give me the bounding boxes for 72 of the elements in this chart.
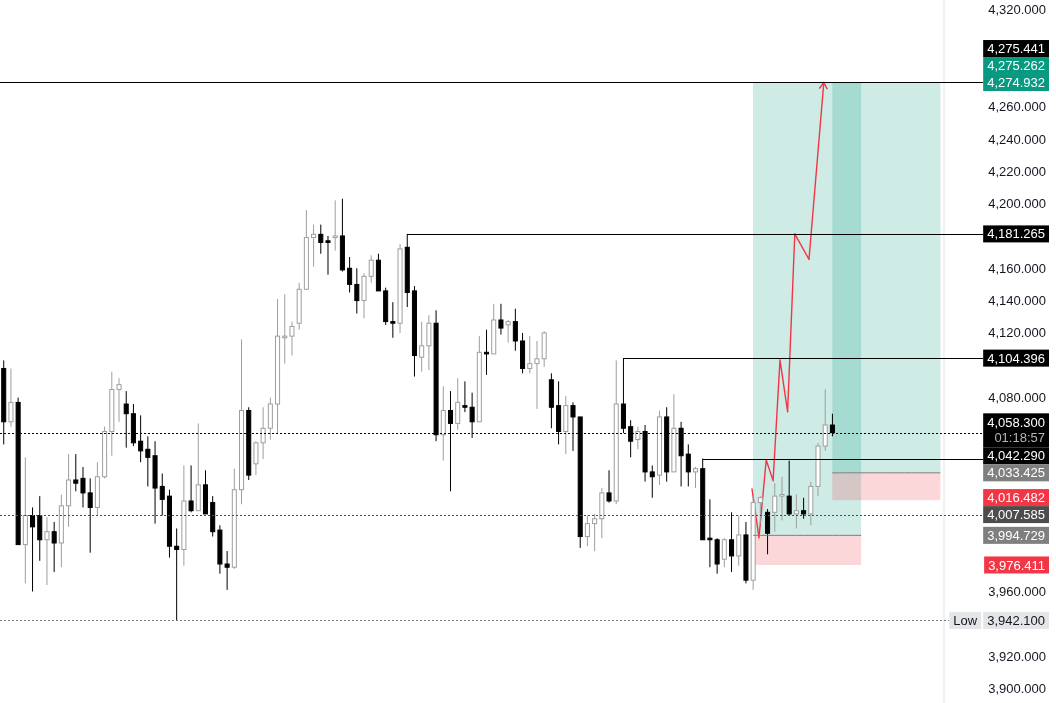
candlestick [289, 321, 295, 357]
candlestick [30, 506, 36, 592]
ref-line-label: 4,275.441 [987, 41, 1045, 57]
candlestick [793, 494, 799, 529]
candlestick [44, 516, 50, 586]
candlestick [606, 469, 612, 504]
candlestick [73, 453, 79, 492]
text: 3,994.729 [987, 527, 1045, 543]
text: 4,016.482 [987, 490, 1045, 506]
candlestick [772, 482, 778, 533]
candlestick [592, 513, 598, 552]
candlestick [498, 303, 504, 336]
text: 4,275.262 [987, 58, 1045, 74]
y-tick-label: 3,900.000 [988, 681, 1046, 697]
y-tick-label: 4,120.000 [988, 325, 1046, 341]
candlestick [282, 293, 288, 365]
candlestick [318, 224, 324, 255]
candlestick [419, 321, 425, 373]
candlestick [332, 199, 338, 251]
candlestick [426, 314, 432, 371]
ref-line-label: 4,058.300 01:18:57 [987, 415, 1045, 446]
candlestick [635, 426, 641, 450]
text: 4,033.425 [987, 465, 1045, 481]
candlestick [116, 377, 122, 423]
candlestick [325, 235, 331, 276]
candlestick [729, 511, 735, 573]
y-tick-label: 3,920.000 [988, 648, 1046, 664]
candlestick [649, 464, 655, 499]
candlestick [584, 515, 590, 547]
y-tick-label: 4,140.000 [988, 293, 1046, 309]
y-tick-label: 3,960.000 [988, 584, 1046, 600]
y-tick-label: 4,220.000 [988, 163, 1046, 179]
candlestick [779, 476, 785, 521]
ref-line-label: 4,181.265 [987, 226, 1045, 242]
candlestick [822, 388, 828, 452]
ref-line-label: Low 3,942.100 [953, 612, 1045, 628]
candlestick [174, 527, 180, 621]
candlestick [765, 508, 771, 555]
candlestick [87, 477, 93, 554]
candlestick [692, 466, 699, 489]
candlestick [311, 224, 317, 268]
candlestick [512, 308, 518, 352]
candlestick [8, 367, 14, 428]
candlestick [757, 495, 763, 525]
candlestick [390, 301, 396, 339]
candlestick [159, 473, 165, 517]
candlestick [368, 254, 374, 284]
candlestick [484, 329, 490, 376]
y-tick-label: 4,200.000 [988, 196, 1046, 212]
ref-line-label: 4,042.290 [987, 448, 1045, 464]
candlestick [455, 377, 461, 431]
candlestick [736, 515, 742, 567]
ref-line-label: 4,007.585 [987, 507, 1045, 523]
text: 4,274.932 [987, 75, 1045, 91]
candlestick [80, 466, 86, 508]
y-tick-label: 4,240.000 [988, 131, 1046, 147]
candlestick [354, 267, 360, 315]
candlestick [534, 340, 540, 410]
y-tick-label: 4,260.000 [988, 99, 1046, 115]
candlestick [51, 521, 57, 573]
candlestick [721, 537, 727, 568]
y-tick-label: 4,320.000 [988, 2, 1046, 18]
text: 3,976.411 [988, 557, 1045, 573]
candlestick [801, 497, 807, 520]
y-tick-label: 4,160.000 [988, 260, 1046, 276]
candlestick [685, 443, 691, 487]
candlestick [527, 335, 533, 374]
candlestick [347, 256, 353, 294]
candlestick [188, 464, 194, 513]
ref-line-label: 4,104.396 [987, 350, 1045, 366]
candlestick [505, 319, 511, 344]
y-tick-label: 4,080.000 [988, 390, 1046, 406]
